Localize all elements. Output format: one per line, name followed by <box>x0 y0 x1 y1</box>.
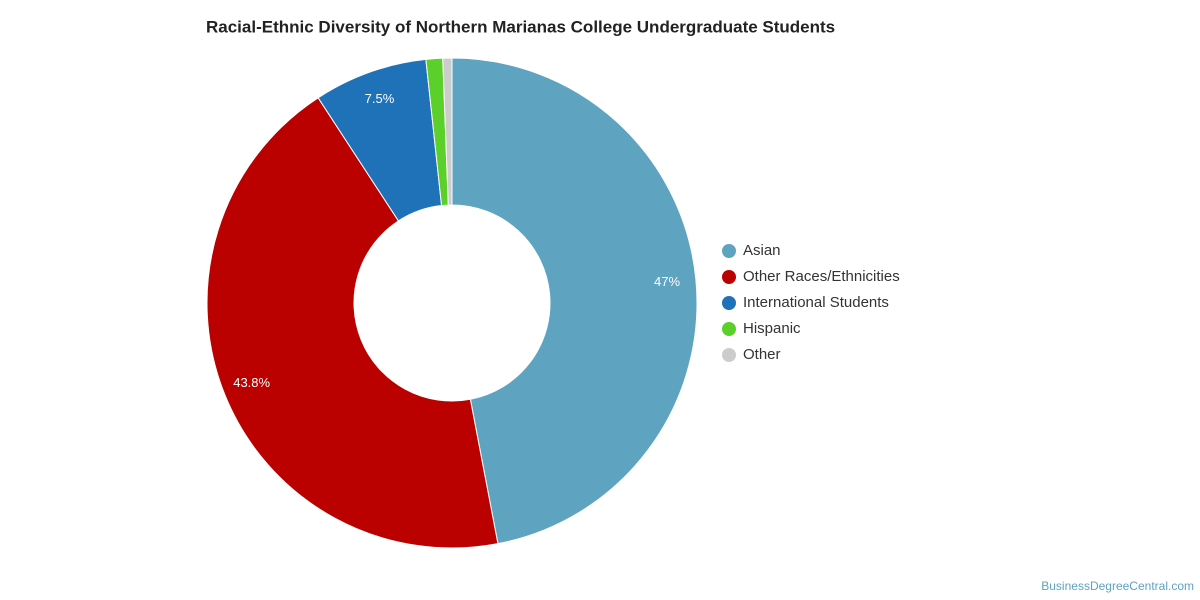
data-label: 7.5% <box>365 91 395 106</box>
legend-label: Other Races/Ethnicities <box>743 268 900 285</box>
data-label: 47% <box>654 274 680 289</box>
source: BusinessDegreeCentral.com <box>1041 579 1194 593</box>
legend-marker <box>722 244 736 258</box>
donut-segment <box>451 57 698 545</box>
legend-marker <box>722 296 736 310</box>
legend-marker <box>722 270 736 284</box>
legend-label: Other <box>743 346 781 363</box>
data-label: 43.8% <box>233 375 270 390</box>
legend-marker <box>722 322 736 336</box>
donut-segment <box>206 97 499 549</box>
legend-marker <box>722 348 736 362</box>
legend-label: Hispanic <box>743 320 801 337</box>
chart-title: Racial-Ethnic Diversity of Northern Mari… <box>206 17 835 36</box>
legend-label: Asian <box>743 242 781 259</box>
legend-label: International Students <box>743 294 889 311</box>
donut-segment <box>442 57 453 206</box>
